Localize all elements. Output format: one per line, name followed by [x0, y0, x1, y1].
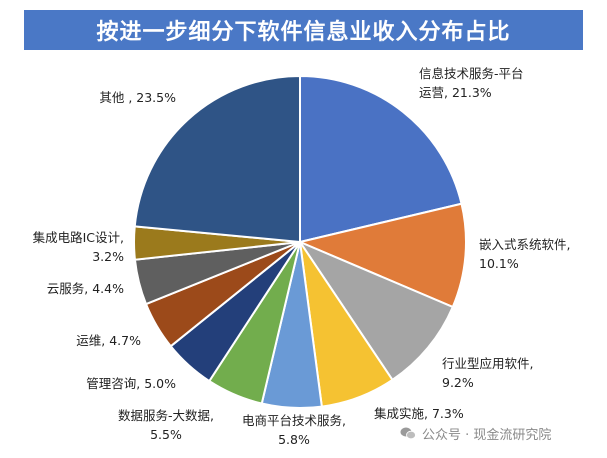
pie-slice-11 — [133, 74, 301, 244]
wechat-icon — [400, 427, 416, 440]
slice-label-5: 电商平台技术服务, 5.8% — [242, 413, 346, 447]
pie-slice-3 — [297, 239, 455, 382]
slice-label-1: 信息技术服务-平台运营, 21.3% — [419, 66, 524, 100]
chart-title: 按进一步细分下软件信息业收入分布占比 — [24, 10, 583, 50]
slice-label-3: 行业型应用软件, 9.2% — [442, 356, 533, 390]
watermark-text: 公众号 · 现金流研究院 — [422, 428, 552, 443]
slice-label-11: 其他 , 23.5% — [99, 90, 176, 105]
slice-label-4: 集成实施, 7.3% — [374, 406, 464, 421]
slice-label-2: 嵌入式系统软件, 10.1% — [479, 237, 570, 271]
slice-label-10: 集成电路IC设计, 3.2% — [33, 230, 125, 264]
slice-label-8: 运维, 4.7% — [76, 333, 141, 348]
pie-slice-1 — [299, 74, 463, 244]
slice-label-6: 数据服务-大数据, 5.5% — [118, 408, 214, 442]
watermark: 公众号 · 现金流研究院 — [400, 424, 551, 443]
slice-label-7: 管理咨询, 5.0% — [86, 376, 176, 391]
slice-label-9: 云服务, 4.4% — [47, 281, 124, 296]
pie-slice-2 — [296, 202, 467, 309]
